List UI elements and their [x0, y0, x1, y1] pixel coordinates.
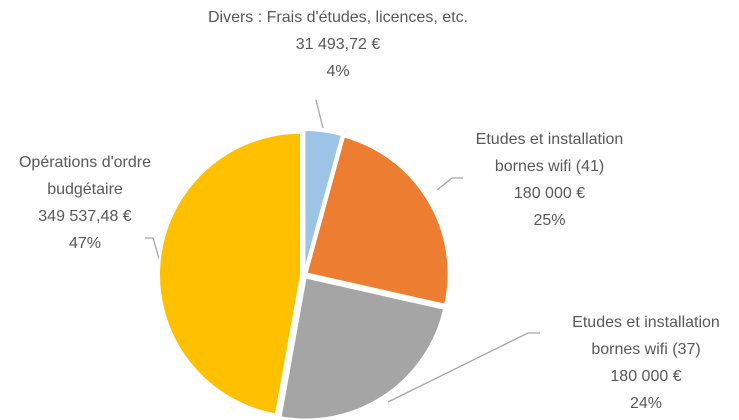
pie-slice: [279, 276, 446, 420]
slice-value: 31 493,72 €: [295, 36, 381, 53]
slice-category: Etudes et installation bornes wifi (41): [475, 131, 624, 175]
slice-percent: 4%: [326, 63, 350, 80]
pie-slice: [305, 135, 450, 306]
pie-slice: [303, 129, 344, 273]
leader-line: [387, 332, 540, 403]
slice-label: Etudes et installation bornes wifi (41) …: [462, 126, 637, 234]
leader-line: [315, 99, 324, 129]
slice-label: Opérations d'ordre budgétaire 349 537,48…: [10, 149, 160, 257]
slice-value: 349 537,48 €: [38, 208, 132, 225]
slice-percent: 47%: [68, 235, 102, 252]
slice-value: 180 000 €: [610, 368, 682, 385]
slice-label: Divers : Frais d'études, licences, etc. …: [138, 4, 538, 85]
slice-percent: 25%: [533, 212, 566, 229]
slice-label: Etudes et installation bornes wifi (37) …: [556, 309, 736, 417]
slice-category: Etudes et installation bornes wifi (37): [572, 314, 720, 358]
slice-category: Divers : Frais d'études, licences, etc.: [207, 9, 469, 26]
slice-category: Opérations d'ordre budgétaire: [18, 154, 151, 198]
slice-value: 180 000 €: [513, 185, 586, 202]
leader-line: [436, 177, 463, 191]
leader-lines: [145, 99, 540, 403]
slice-percent: 24%: [629, 395, 663, 412]
leader-line: [145, 237, 161, 263]
pie-slice: [158, 131, 303, 416]
